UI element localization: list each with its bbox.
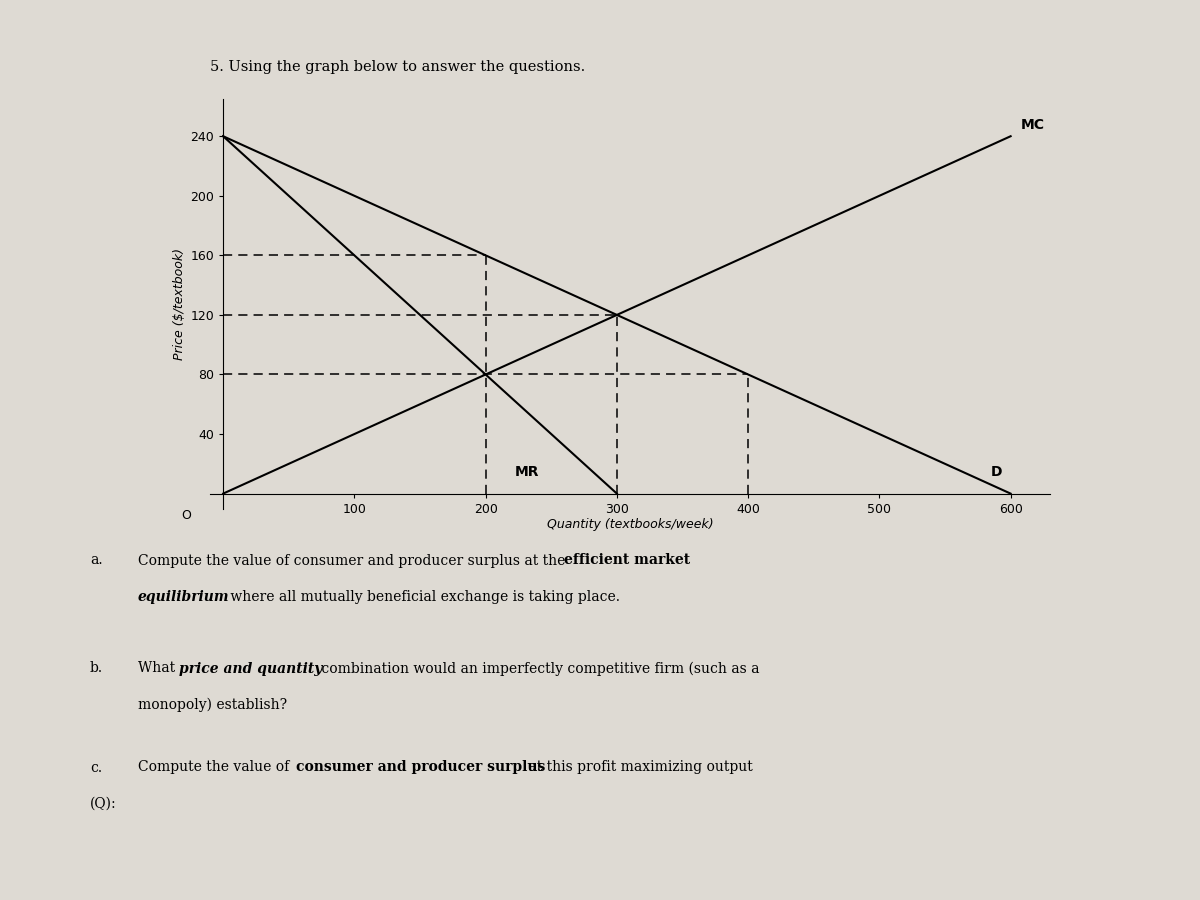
Text: consumer and producer surplus: consumer and producer surplus bbox=[296, 760, 546, 775]
Text: 5. Using the graph below to answer the questions.: 5. Using the graph below to answer the q… bbox=[210, 59, 586, 74]
Text: b.: b. bbox=[90, 662, 103, 676]
Text: Compute the value of consumer and producer surplus at the: Compute the value of consumer and produc… bbox=[138, 554, 570, 568]
Text: equilibrium: equilibrium bbox=[138, 590, 229, 604]
Text: efficient market: efficient market bbox=[564, 554, 690, 568]
Text: c.: c. bbox=[90, 760, 102, 775]
Text: monopoly) establish?: monopoly) establish? bbox=[138, 698, 287, 712]
Text: MC: MC bbox=[1021, 118, 1045, 131]
Text: price and quantity: price and quantity bbox=[179, 662, 322, 676]
Text: at this profit maximizing output: at this profit maximizing output bbox=[524, 760, 754, 775]
Text: where all mutually beneficial exchange is taking place.: where all mutually beneficial exchange i… bbox=[226, 590, 619, 604]
Text: What: What bbox=[138, 662, 180, 676]
Y-axis label: Price ($/textbook): Price ($/textbook) bbox=[173, 248, 186, 360]
Text: combination would an imperfectly competitive firm (such as a: combination would an imperfectly competi… bbox=[317, 662, 760, 676]
Text: a.: a. bbox=[90, 554, 103, 568]
Text: (Q):: (Q): bbox=[90, 796, 116, 811]
Text: MR: MR bbox=[515, 464, 539, 479]
Text: Compute the value of: Compute the value of bbox=[138, 760, 294, 775]
X-axis label: Quantity (textbooks/week): Quantity (textbooks/week) bbox=[547, 518, 713, 531]
Text: O: O bbox=[181, 509, 191, 522]
Text: D: D bbox=[991, 464, 1003, 479]
